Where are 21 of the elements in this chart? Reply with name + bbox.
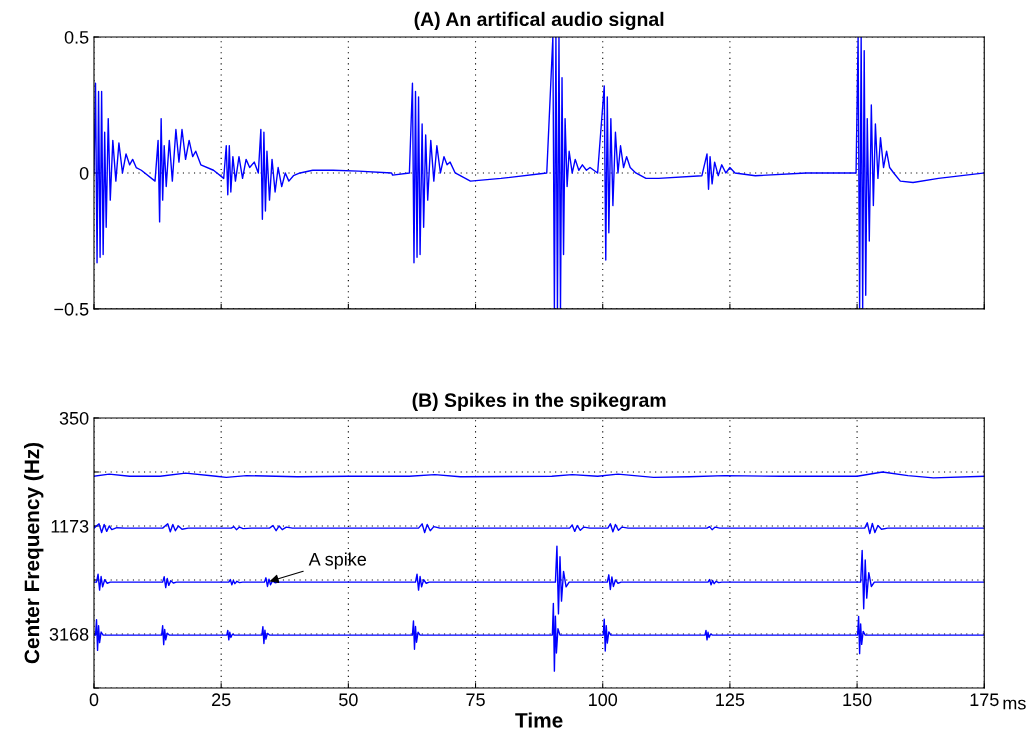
x-tick-label: 100 [589,693,618,707]
x-axis-title: Time [515,712,563,728]
annotation: A spike [308,552,367,570]
x-tick-label: 0 [89,693,99,707]
category-label: 350 [59,411,89,425]
chart-title: (A) An artifical audio signal [414,11,664,31]
y-tick-label: −0.5 [54,302,89,316]
x-tick-label: 50 [339,693,358,707]
category-label: 3168 [49,627,89,641]
y-tick-label: 0.5 [64,30,89,44]
x-tick-label: 75 [466,693,485,707]
y-tick-label: 0 [79,166,89,180]
text: ms [1003,699,1026,710]
y-axis-title: Center Frequency (Hz) [23,442,44,664]
category-label: 1173 [51,519,89,533]
x-tick-label: 25 [212,693,231,707]
x-tick-label: 125 [716,693,745,707]
line-series [93,37,985,309]
x-tick-label: 150 [843,693,872,707]
x-tick-label: 175 [970,693,999,707]
chart-title: (B) Spikes in the spikegram [412,392,666,411]
